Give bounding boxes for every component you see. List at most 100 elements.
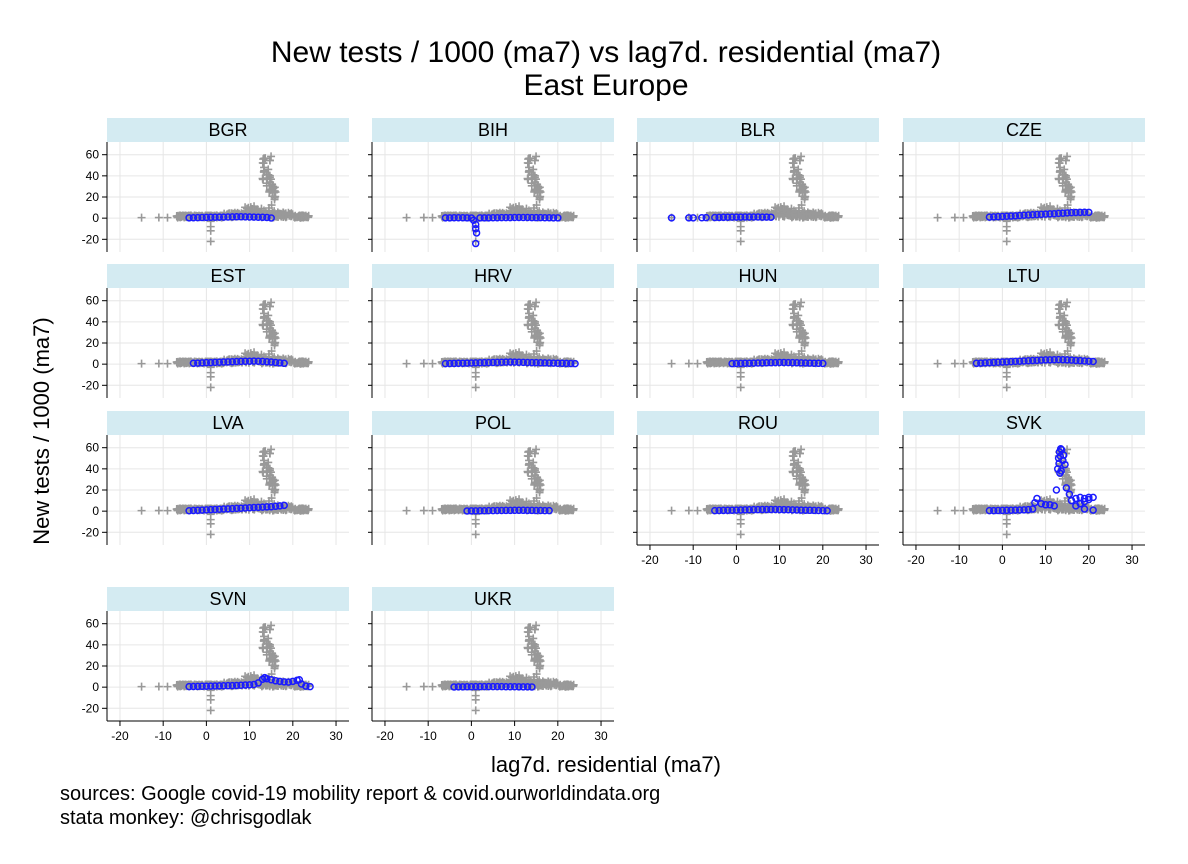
background-point [797, 298, 806, 307]
background-point [802, 210, 811, 219]
data-point [728, 213, 736, 221]
background-point [137, 213, 146, 222]
background-point [775, 210, 784, 219]
data-point [219, 213, 228, 221]
background-point [800, 195, 809, 204]
x-tick-label: 20 [816, 553, 830, 567]
y-tick-label: 40 [86, 169, 100, 183]
data-point [536, 213, 545, 222]
background-point [736, 226, 745, 235]
data-point [754, 213, 762, 221]
background-point [825, 211, 834, 220]
panel-strip [372, 118, 614, 142]
background-point [272, 210, 281, 219]
background-point [771, 203, 780, 212]
background-point [137, 506, 146, 515]
background-point [933, 213, 942, 222]
y-tick-label: 20 [86, 336, 100, 350]
background-point [163, 359, 172, 368]
panel-strip [637, 118, 879, 142]
panel-pol: POL [368, 411, 614, 545]
panel-cze: CZE [899, 118, 1145, 252]
background-point [797, 152, 806, 161]
data-point [232, 213, 241, 221]
background-point [693, 359, 702, 368]
panel-label: LTU [1008, 266, 1041, 286]
data-point [484, 214, 493, 222]
background-point [471, 372, 480, 381]
panel-ltu: LTU [899, 264, 1145, 398]
background-point [270, 195, 279, 204]
y-tick-label: 60 [86, 441, 100, 455]
background-point [531, 156, 540, 165]
data-point [267, 214, 275, 222]
background-point [736, 237, 745, 246]
background-point [402, 213, 411, 222]
data-point [1059, 209, 1067, 217]
background-point [295, 211, 304, 220]
background-point [950, 213, 959, 222]
data-point [263, 213, 271, 222]
data-point [198, 213, 206, 222]
background-point [241, 203, 250, 212]
panel-label: BGR [208, 120, 247, 140]
data-point [224, 213, 232, 221]
background-point [1057, 154, 1066, 163]
x-tick-label: 0 [733, 553, 740, 567]
background-point [933, 359, 942, 368]
background-point [270, 188, 279, 197]
data-point [515, 213, 523, 222]
background-point [1063, 201, 1072, 210]
data-point [767, 213, 775, 221]
background-point [1091, 211, 1100, 220]
background-point [535, 188, 544, 197]
data-point [459, 213, 467, 222]
background-point [667, 506, 676, 515]
background-point [788, 174, 797, 183]
background-point [529, 170, 538, 179]
background-point [796, 156, 805, 165]
background-point [206, 519, 215, 528]
background-point [267, 201, 276, 210]
data-point [998, 212, 1007, 221]
data-point [1067, 208, 1076, 217]
data-point [1011, 212, 1020, 220]
background-point [1002, 372, 1011, 381]
background-point [785, 209, 794, 218]
data-point [215, 213, 224, 221]
background-point [1002, 226, 1011, 235]
background-point [1063, 152, 1072, 161]
background-point [791, 154, 800, 163]
background-point [1054, 174, 1063, 183]
data-point [985, 213, 994, 221]
background-point [267, 445, 276, 454]
background-point [532, 201, 541, 210]
background-point [809, 208, 818, 217]
x-tick-label: -10 [685, 553, 703, 567]
data-point [1041, 210, 1050, 218]
background-point [428, 359, 437, 368]
data-point [510, 213, 519, 222]
background-point [261, 154, 270, 163]
data-point [736, 213, 745, 221]
background-point [788, 158, 797, 167]
panel-bih: BIH [368, 118, 614, 252]
background-point [154, 359, 163, 368]
data-point [245, 213, 254, 221]
y-tick-label: 40 [86, 462, 100, 476]
background-point [1002, 383, 1011, 392]
data-point [185, 214, 193, 222]
background-point [959, 359, 968, 368]
background-point [258, 174, 267, 183]
x-tick-label: -20 [641, 553, 659, 567]
data-point [472, 229, 481, 237]
background-point [959, 213, 968, 222]
panel-hrv: HRV [368, 264, 614, 398]
data-point [250, 213, 258, 221]
data-point [471, 220, 480, 229]
data-point [202, 213, 211, 222]
data-point [450, 213, 458, 222]
background-point [950, 359, 959, 368]
